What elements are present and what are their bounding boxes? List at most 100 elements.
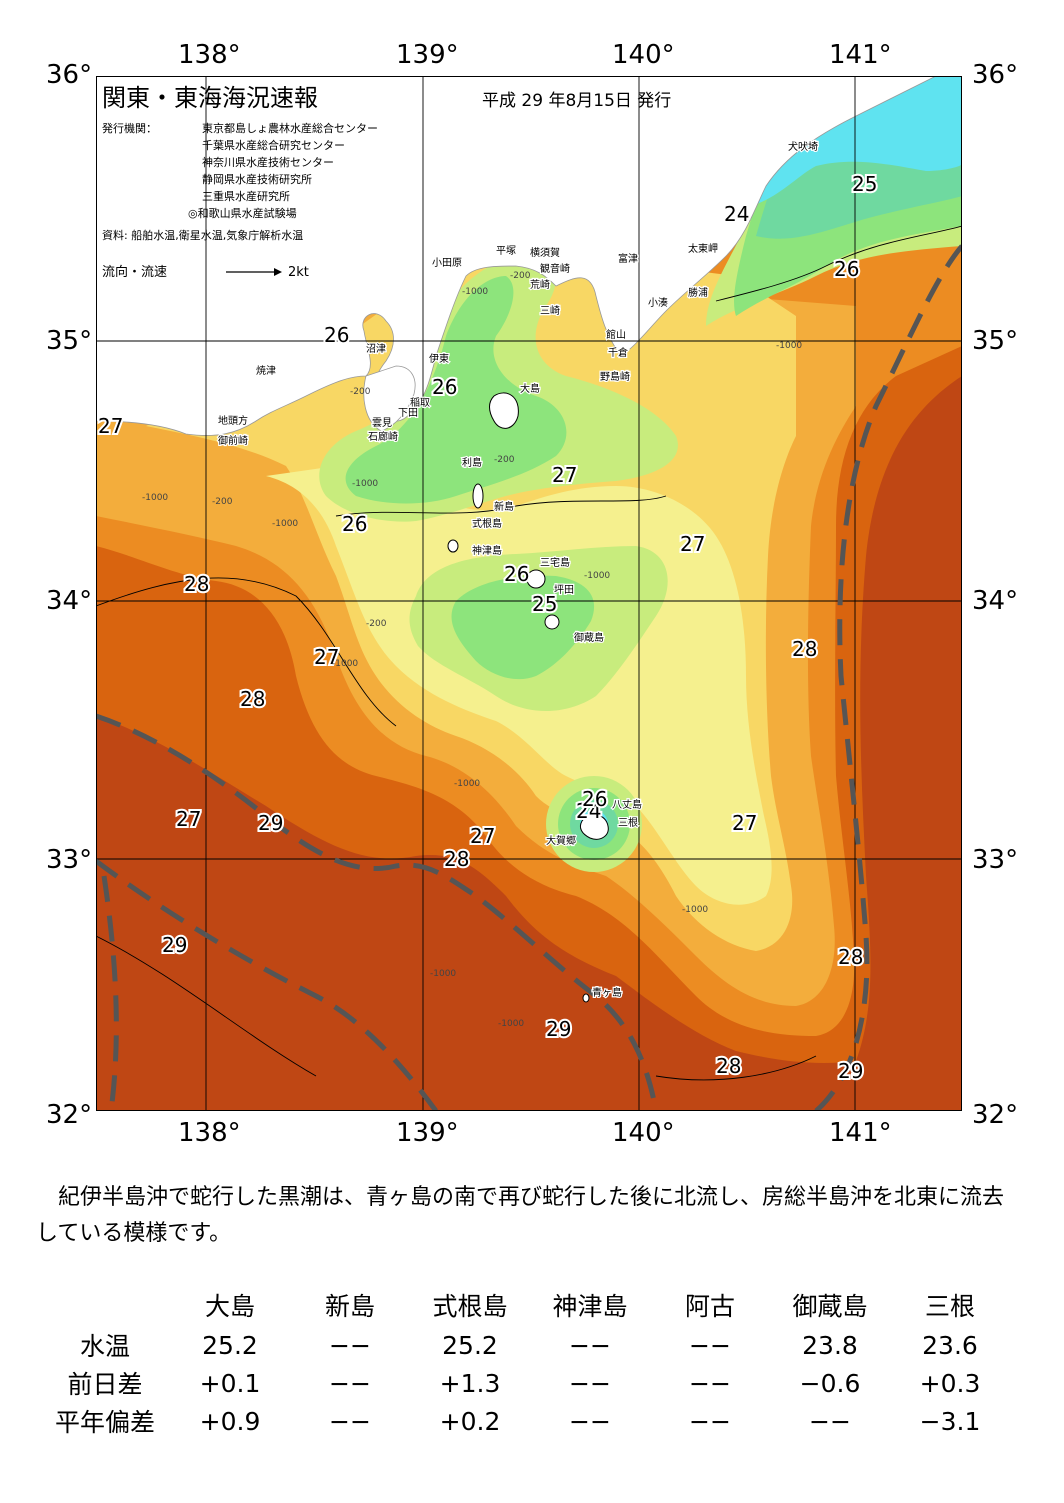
depth-label: -1000 — [454, 779, 480, 789]
contour-label: 29 — [546, 1017, 571, 1041]
place-name: 犬吠埼 — [788, 140, 818, 153]
issuer: 静岡県水産技術研究所 — [202, 172, 312, 186]
table-cell: −− — [689, 1368, 731, 1398]
table-cell: 23.8 — [802, 1330, 858, 1360]
table-cell: 25.2 — [442, 1330, 498, 1360]
column-header: 式根島 — [432, 1292, 508, 1321]
depth-label: -200 — [350, 387, 371, 397]
table-cell: −− — [569, 1406, 611, 1436]
lat-label-34: 34° — [46, 586, 93, 616]
table-cell: −− — [689, 1330, 731, 1360]
place-name: 焼津 — [256, 365, 276, 377]
table-row: 水温 25.2 −− 25.2 −− −− 23.8 23.6 — [40, 1326, 1010, 1364]
row-header: 平年偏差 — [54, 1408, 155, 1437]
place-name: 地頭方 — [218, 414, 248, 427]
issue-date: 平成 29 年8月15日 発行 — [482, 91, 671, 111]
lon-label-141-bottom: 141° — [829, 1118, 892, 1148]
depth-label: -200 — [366, 619, 387, 629]
row-header: 水温 — [79, 1332, 130, 1361]
place-name: 石廊崎 — [368, 430, 398, 443]
zone-25-mikura-core — [451, 575, 595, 680]
table-cell: −− — [329, 1330, 371, 1360]
depth-label: -1000 — [498, 1019, 524, 1029]
issuer: 神奈川県水産技術センター — [202, 155, 334, 169]
issuers-label: 発行機関： — [102, 121, 157, 135]
kozushima-island — [447, 539, 459, 553]
lat-label-32: 32° — [46, 1100, 93, 1130]
place-name: 御前崎 — [218, 434, 248, 447]
issuer: 三重県水産研究所 — [202, 189, 290, 203]
place-name: 式根島 — [472, 517, 502, 530]
depth-label: -1000 — [272, 519, 298, 529]
kuroshio-axis — [96, 244, 962, 1111]
depth-label: -1000 — [584, 571, 610, 581]
place-name: 三宅島 — [540, 556, 570, 569]
table-cell: −− — [809, 1406, 851, 1436]
place-name: 三崎 — [540, 304, 560, 317]
place-name: 館山 — [606, 328, 626, 341]
lat-label-36: 36° — [46, 60, 93, 90]
table-header-row: 大島 新島 式根島 神津島 阿古 御蔵島 三根 — [40, 1284, 1010, 1326]
hachijojima-island — [579, 814, 609, 840]
flow-scale: 2kt — [288, 265, 309, 280]
contour-label: 28 — [184, 572, 209, 596]
contour-label: 27 — [470, 824, 495, 848]
place-name: 小湊 — [648, 296, 668, 309]
depth-label: -200 — [494, 455, 515, 465]
place-name: 御蔵島 — [574, 631, 604, 644]
table-cell: +0.9 — [199, 1406, 261, 1436]
issuer: 千葉県水産総合研究センター — [202, 138, 345, 152]
table-cell: −− — [329, 1406, 371, 1436]
lat-label-35: 35° — [46, 326, 93, 356]
table-cell: −− — [569, 1368, 611, 1398]
lon-label-140: 140° — [612, 40, 675, 70]
lat-label-33-right: 33° — [972, 845, 1019, 875]
contour-label: 28 — [240, 687, 265, 711]
depth-label: -1000 — [142, 493, 168, 503]
place-name: 青ヶ島 — [592, 986, 622, 999]
place-name: 勝浦 — [688, 286, 708, 299]
data-sources: 資料: 船舶水温,衛星水温,気象庁解析水温 — [102, 228, 303, 242]
table-cell: −0.6 — [799, 1368, 861, 1398]
lon-label-139-bottom: 139° — [396, 1118, 459, 1148]
table-row: 平年偏差 +0.9 −− +0.2 −− −− −− −3.1 — [40, 1402, 1010, 1440]
place-names: 犬吠埼 太東岬 勝浦 小湊 館山 千倉 野島崎 富津 観音崎 横須賀 荒崎 三崎… — [217, 139, 820, 1001]
depth-labels: -200 -200 -1000 -1000 -1000 -200 -1000 -… — [142, 271, 802, 1029]
map-title: 関東・東海海況速報 — [102, 84, 318, 112]
depth-label: -1000 — [776, 341, 802, 351]
table-cell: +0.2 — [439, 1406, 501, 1436]
lat-label-33: 33° — [46, 845, 93, 875]
table-row: 前日差 +0.1 −− +1.3 −− −− −0.6 +0.3 — [40, 1364, 1010, 1402]
issuer: 東京都島しょ農林水産総合センター — [202, 121, 378, 135]
izu-peninsula — [363, 365, 416, 432]
table-corner — [40, 1284, 170, 1326]
place-name: 富津 — [618, 252, 638, 265]
contour-label: 25 — [852, 172, 877, 196]
contour-label: 25 — [532, 592, 557, 616]
contour-label: 28 — [792, 637, 817, 661]
place-name: 伊東 — [429, 352, 449, 365]
contours — [96, 225, 962, 1081]
table-cell: +0.1 — [199, 1368, 261, 1398]
grid — [96, 76, 962, 1111]
table-cell: 23.6 — [922, 1330, 978, 1360]
contour-label: 29 — [838, 1059, 863, 1083]
table-cell: −3.1 — [919, 1406, 981, 1436]
oshima-island — [489, 392, 519, 429]
place-name: 神津島 — [472, 544, 502, 557]
place-name: 観音崎 — [540, 262, 570, 275]
column-header: 新島 — [324, 1292, 375, 1321]
niijima-island — [472, 483, 484, 509]
contour-labels: 24 25 26 26 26 26 26 27 27 27 27 27 27 2… — [96, 170, 879, 1085]
contour-label: 26 — [834, 257, 859, 281]
lat-label-34-right: 34° — [972, 586, 1019, 616]
table-cell: 25.2 — [202, 1330, 258, 1360]
lon-label-140-bottom: 140° — [612, 1118, 675, 1148]
column-header: 神津島 — [552, 1292, 628, 1321]
map-frame — [96, 76, 962, 1111]
contour-label: 26 — [324, 323, 349, 347]
place-name: 横須賀 — [530, 246, 560, 259]
miyakejima-island — [526, 569, 546, 589]
contour-label: 28 — [444, 847, 469, 871]
column-header: 三根 — [924, 1292, 975, 1321]
